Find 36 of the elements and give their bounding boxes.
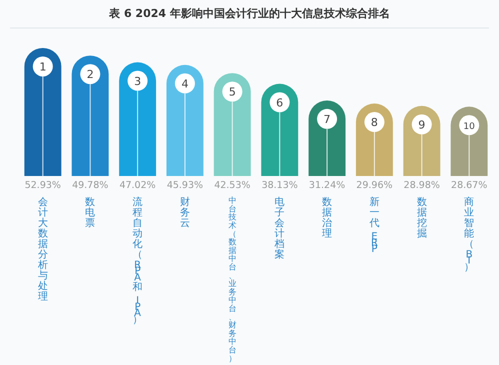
data-label: 28.98% [404, 180, 440, 191]
bar [356, 104, 393, 176]
x-tick-label: 财务云 [180, 196, 190, 229]
chart-title: 表 6 2024 年影响中国会计行业的十大信息技术综合排名 [108, 7, 390, 20]
x-tick-label: 数据治理 [322, 196, 332, 240]
data-label: 49.78% [72, 180, 108, 191]
annotation: 6 [276, 96, 284, 110]
annotation: 4 [181, 77, 188, 90]
data-label: 47.02% [119, 180, 156, 191]
annotation: 8 [370, 116, 378, 130]
data-label: 28.67% [451, 180, 488, 191]
annotation: 9 [418, 118, 426, 132]
annotation: 1 [39, 60, 46, 74]
annotation: 3 [134, 74, 142, 88]
x-tick-label: 电子会计档案 [274, 196, 285, 260]
bar [24, 48, 62, 176]
data-label: 42.53% [214, 180, 250, 191]
x-tick-label: 数电票 [85, 196, 96, 229]
data-label: 45.93% [166, 180, 204, 191]
bar [308, 100, 346, 176]
data-label: 38.13% [262, 180, 298, 191]
bar [403, 106, 440, 176]
annotation: 10 [463, 122, 476, 132]
bar [214, 73, 251, 176]
x-tick-label: 数据挖掘 [416, 196, 427, 240]
bar [166, 64, 204, 176]
category-label: 会计大数据分析与处理 [38, 196, 48, 302]
bar [261, 84, 298, 176]
data-label: 29.96% [356, 180, 393, 191]
data-label: 31.24% [308, 180, 346, 191]
bar [72, 56, 109, 176]
annotation: 2 [86, 68, 94, 82]
annotation: 5 [228, 86, 236, 99]
data-label: 52.93% [24, 180, 61, 191]
bar [119, 62, 156, 176]
annotation: 7 [324, 112, 331, 126]
